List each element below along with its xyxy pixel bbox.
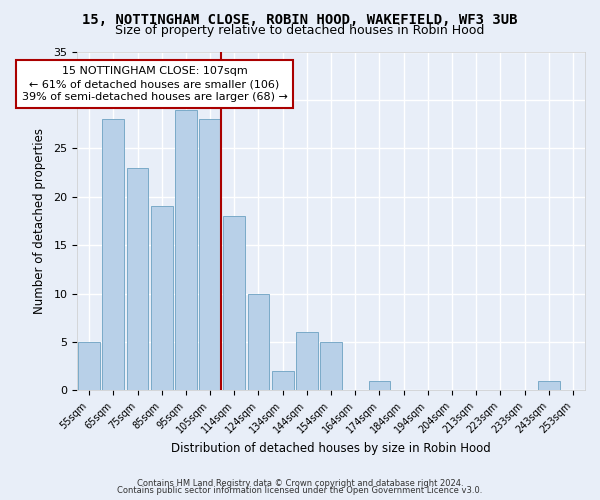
Text: 15 NOTTINGHAM CLOSE: 107sqm
← 61% of detached houses are smaller (106)
39% of se: 15 NOTTINGHAM CLOSE: 107sqm ← 61% of det… bbox=[22, 66, 287, 102]
Bar bbox=[538, 380, 560, 390]
Bar bbox=[248, 294, 269, 390]
Y-axis label: Number of detached properties: Number of detached properties bbox=[33, 128, 46, 314]
Bar bbox=[175, 110, 197, 390]
X-axis label: Distribution of detached houses by size in Robin Hood: Distribution of detached houses by size … bbox=[171, 442, 491, 455]
Text: Size of property relative to detached houses in Robin Hood: Size of property relative to detached ho… bbox=[115, 24, 485, 37]
Bar bbox=[151, 206, 173, 390]
Bar bbox=[127, 168, 148, 390]
Bar bbox=[368, 380, 390, 390]
Text: Contains public sector information licensed under the Open Government Licence v3: Contains public sector information licen… bbox=[118, 486, 482, 495]
Bar bbox=[199, 120, 221, 390]
Bar bbox=[103, 120, 124, 390]
Text: 15, NOTTINGHAM CLOSE, ROBIN HOOD, WAKEFIELD, WF3 3UB: 15, NOTTINGHAM CLOSE, ROBIN HOOD, WAKEFI… bbox=[82, 12, 518, 26]
Bar bbox=[78, 342, 100, 390]
Text: Contains HM Land Registry data © Crown copyright and database right 2024.: Contains HM Land Registry data © Crown c… bbox=[137, 478, 463, 488]
Bar bbox=[272, 371, 293, 390]
Bar bbox=[320, 342, 342, 390]
Bar bbox=[296, 332, 318, 390]
Bar bbox=[223, 216, 245, 390]
